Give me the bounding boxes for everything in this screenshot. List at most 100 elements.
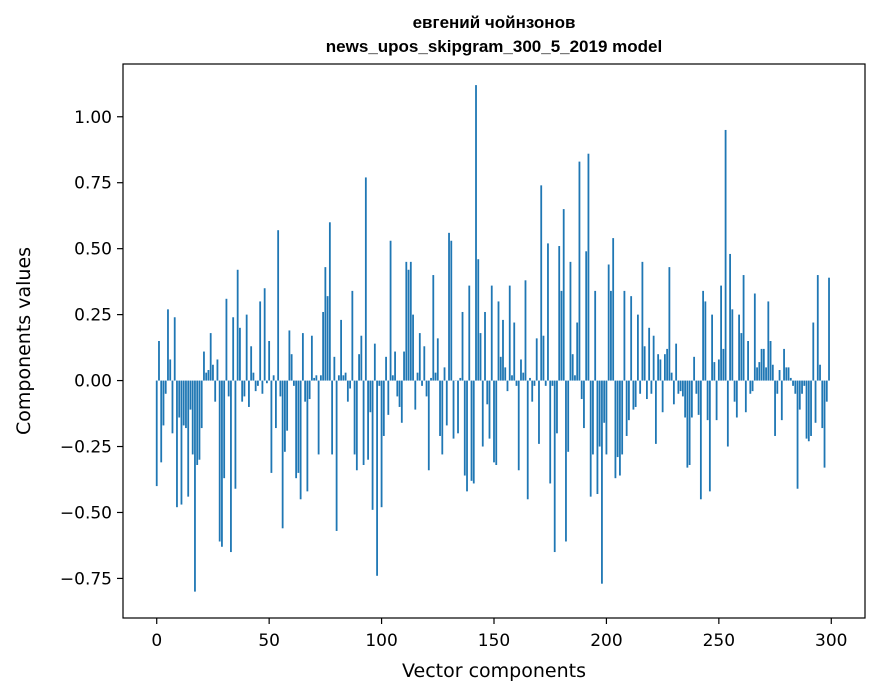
bar: [353, 380, 356, 455]
bar: [275, 380, 277, 429]
bar: [178, 380, 181, 418]
x-tick-label: 0: [151, 631, 162, 651]
bar: [196, 380, 199, 465]
bar: [558, 246, 561, 381]
bar: [326, 296, 329, 381]
bar: [187, 380, 190, 497]
bar: [279, 380, 282, 397]
bar: [241, 380, 244, 402]
bar: [313, 377, 316, 381]
bar: [711, 314, 713, 381]
bar: [749, 380, 752, 394]
bar: [443, 367, 446, 381]
bar: [522, 372, 525, 381]
bar: [322, 311, 325, 381]
bar: [355, 380, 358, 471]
bar: [295, 380, 298, 479]
bar: [445, 380, 448, 426]
bar: [729, 253, 731, 381]
bar: [234, 380, 237, 489]
bar: [610, 290, 612, 381]
bar: [578, 161, 581, 381]
bar: [319, 375, 322, 381]
bar: [623, 290, 626, 381]
bar: [254, 380, 257, 392]
bar: [708, 380, 711, 492]
bar: [185, 380, 187, 429]
bar: [391, 375, 394, 381]
bar: [657, 354, 660, 381]
bar: [634, 380, 637, 407]
bar: [603, 380, 606, 423]
bar: [412, 314, 414, 381]
bar: [340, 319, 342, 381]
bar: [628, 380, 630, 421]
bar: [767, 301, 770, 381]
bar: [191, 380, 194, 455]
bar: [515, 380, 518, 386]
bar: [661, 380, 664, 413]
bar: [236, 269, 239, 381]
bar: [756, 367, 758, 381]
bar: [317, 380, 320, 455]
bar: [819, 364, 821, 381]
bar: [796, 380, 799, 489]
bar: [684, 380, 687, 418]
bar: [301, 333, 304, 381]
bar: [744, 380, 747, 413]
bar: [758, 362, 761, 381]
y-tick-label: 0.50: [74, 240, 112, 260]
bar: [200, 380, 203, 429]
bar: [742, 275, 745, 381]
bar: [418, 333, 421, 381]
bar: [409, 261, 412, 381]
bar: [378, 380, 381, 386]
bar: [646, 380, 648, 400]
bar: [209, 333, 212, 381]
bar: [596, 380, 599, 495]
bar: [304, 380, 307, 402]
bar: [587, 153, 590, 381]
y-tick-label: −0.25: [60, 438, 112, 458]
bar: [362, 380, 365, 465]
bar: [371, 380, 374, 510]
bar: [740, 333, 743, 381]
bar: [389, 240, 392, 381]
bar: [351, 290, 354, 381]
bar: [524, 280, 527, 381]
bar: [310, 335, 313, 381]
bar: [239, 327, 241, 381]
y-tick-label: 0.75: [74, 174, 112, 194]
bar: [630, 296, 633, 381]
bar: [423, 346, 426, 381]
bar: [358, 354, 360, 381]
bar: [194, 380, 196, 592]
bar: [560, 290, 563, 381]
bar: [663, 354, 666, 381]
bar: [468, 285, 471, 381]
bar: [218, 380, 221, 542]
bar: [654, 380, 657, 444]
bar: [434, 372, 437, 381]
bar: [556, 380, 558, 434]
bar: [230, 380, 232, 553]
bar: [828, 277, 830, 381]
bar: [369, 380, 372, 413]
bar: [486, 380, 489, 405]
bar: [349, 380, 351, 389]
bar: [158, 341, 160, 381]
bar: [652, 335, 655, 381]
bar: [463, 380, 466, 476]
bar: [448, 232, 450, 381]
bar: [403, 351, 405, 381]
bar: [405, 261, 408, 381]
bar: [776, 380, 779, 394]
bar: [686, 380, 689, 468]
bar: [272, 375, 275, 381]
bar: [717, 359, 720, 381]
bar: [733, 380, 736, 402]
bar: [189, 380, 192, 410]
bar: [787, 367, 790, 381]
bar: [792, 380, 794, 386]
